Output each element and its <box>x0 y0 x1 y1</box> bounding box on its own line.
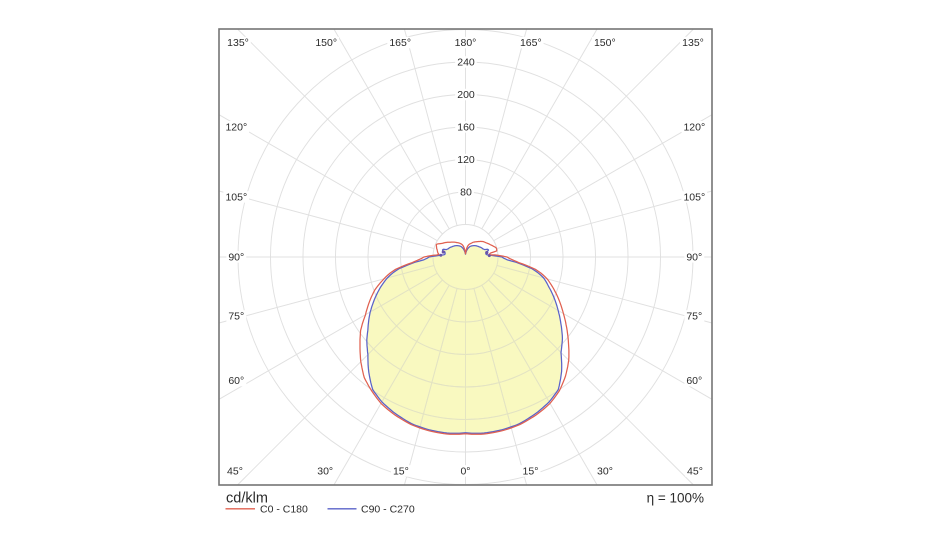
svg-text:180°: 180° <box>455 37 477 49</box>
svg-text:0°: 0° <box>460 466 470 478</box>
svg-text:120°: 120° <box>683 122 705 134</box>
svg-text:80: 80 <box>460 187 472 199</box>
svg-text:90°: 90° <box>228 252 244 264</box>
svg-text:η = 100%: η = 100% <box>647 491 704 506</box>
svg-text:165°: 165° <box>520 37 542 49</box>
svg-text:200: 200 <box>457 89 475 101</box>
svg-text:C90 - C270: C90 - C270 <box>361 504 415 516</box>
svg-text:75°: 75° <box>686 311 702 323</box>
svg-text:45°: 45° <box>687 466 703 478</box>
svg-text:15°: 15° <box>393 466 409 478</box>
svg-text:15°: 15° <box>523 466 539 478</box>
svg-text:C0 - C180: C0 - C180 <box>260 504 308 516</box>
svg-text:45°: 45° <box>227 466 243 478</box>
svg-text:165°: 165° <box>389 37 411 49</box>
svg-text:75°: 75° <box>228 311 244 323</box>
svg-text:90°: 90° <box>686 252 702 264</box>
svg-text:30°: 30° <box>317 466 333 478</box>
svg-text:30°: 30° <box>597 466 613 478</box>
svg-text:135°: 135° <box>227 37 249 49</box>
svg-text:60°: 60° <box>686 375 702 387</box>
svg-text:120°: 120° <box>225 122 247 134</box>
svg-text:120: 120 <box>457 154 475 166</box>
svg-text:60°: 60° <box>228 375 244 387</box>
svg-text:135°: 135° <box>682 37 704 49</box>
svg-text:160: 160 <box>457 122 475 134</box>
svg-text:240: 240 <box>457 57 475 69</box>
svg-text:105°: 105° <box>225 192 247 204</box>
svg-text:150°: 150° <box>315 37 337 49</box>
svg-text:105°: 105° <box>683 192 705 204</box>
svg-text:150°: 150° <box>594 37 616 49</box>
svg-text:cd/klm: cd/klm <box>226 491 268 507</box>
